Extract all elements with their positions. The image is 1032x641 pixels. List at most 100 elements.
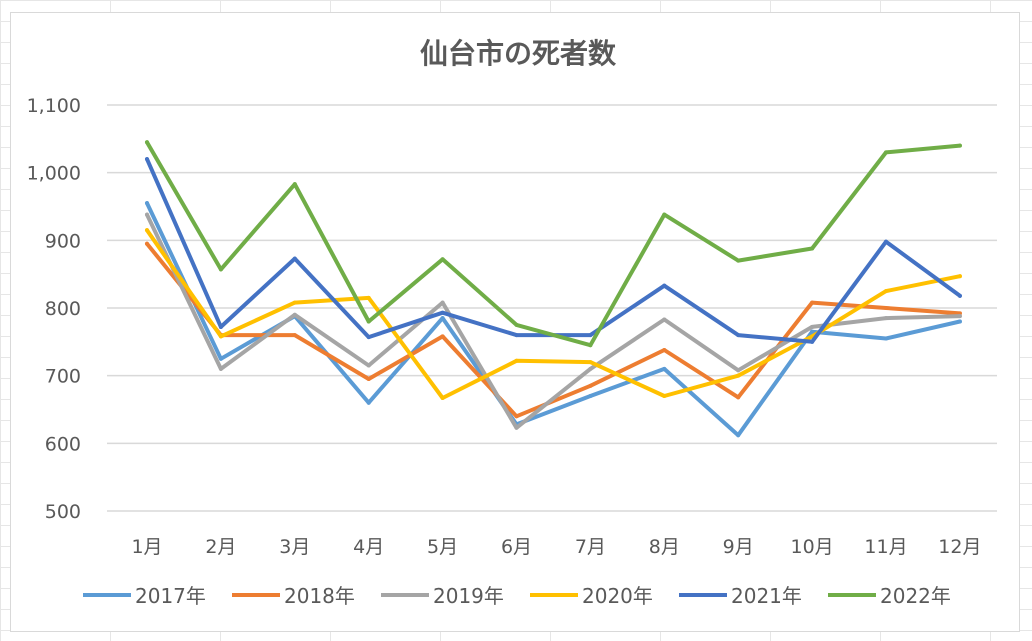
data-point (810, 339, 815, 344)
data-point (145, 140, 149, 145)
data-point (292, 333, 297, 338)
data-point (957, 314, 962, 319)
data-point (957, 319, 962, 324)
data-point (588, 333, 593, 338)
data-point (440, 300, 445, 305)
data-point (440, 257, 445, 262)
series-lines (145, 140, 962, 438)
data-point (366, 295, 371, 300)
data-point (440, 310, 445, 315)
data-point (366, 319, 371, 324)
y-tick-label: 700 (45, 366, 81, 388)
data-point (662, 317, 667, 322)
data-point (884, 316, 888, 321)
data-point (662, 393, 667, 398)
legend-label: 2017年 (135, 584, 206, 608)
data-point (957, 293, 962, 298)
data-point (736, 368, 741, 373)
y-axis-tick-labels: 500 600 700 800 900 1,000 1,100 (27, 95, 81, 523)
legend-item[interactable]: 2017年 (83, 584, 206, 608)
data-point (884, 336, 888, 341)
legend-label: 2022年 (880, 584, 951, 608)
data-point (514, 322, 519, 327)
data-point (662, 366, 667, 371)
data-point (292, 300, 297, 305)
data-point (588, 360, 593, 365)
data-point (145, 201, 149, 206)
data-point (218, 356, 223, 361)
legend-item[interactable]: 2021年 (679, 584, 802, 608)
data-point (440, 395, 445, 400)
y-tick-label: 900 (45, 230, 81, 252)
data-point (736, 373, 741, 378)
data-point (145, 212, 149, 217)
data-point (218, 267, 223, 272)
data-point (736, 333, 741, 338)
data-point (588, 393, 593, 398)
data-point (218, 366, 223, 371)
x-tick-label: 8月 (649, 536, 680, 558)
data-point (736, 433, 741, 438)
x-axis-tick-labels: 1月 2月 3月 4月 5月 6月 7月 8月 9月 10月 11月 12月 (131, 536, 981, 558)
data-point (662, 283, 667, 288)
data-point (514, 425, 519, 430)
data-point (292, 256, 297, 261)
data-point (588, 383, 593, 388)
x-tick-label: 5月 (427, 536, 458, 558)
data-point (662, 347, 667, 352)
gridlines (107, 104, 997, 512)
series-line-2022年[interactable] (145, 140, 962, 348)
data-point (736, 258, 741, 263)
legend-item[interactable]: 2018年 (232, 584, 355, 608)
series-line-2018年[interactable] (145, 241, 962, 419)
legend-item[interactable]: 2019年 (381, 584, 504, 608)
data-point (145, 228, 149, 233)
y-tick-label: 800 (45, 298, 81, 320)
data-point (588, 343, 593, 348)
data-point (292, 182, 297, 187)
x-tick-label: 4月 (353, 536, 384, 558)
data-point (957, 274, 962, 279)
data-point (810, 300, 815, 305)
data-point (514, 414, 519, 419)
x-tick-label: 1月 (131, 536, 162, 558)
data-point (662, 212, 667, 217)
x-tick-label: 9月 (723, 536, 754, 558)
legend-label: 2021年 (731, 584, 802, 608)
chart-area[interactable]: 仙台市の死者数 500 600 700 800 900 1,000 1,100 1月 2月 3月… (10, 12, 1020, 632)
y-tick-label: 600 (45, 433, 81, 455)
legend-label: 2020年 (582, 584, 653, 608)
x-tick-label: 7月 (575, 536, 606, 558)
data-point (810, 246, 815, 251)
data-point (736, 395, 741, 400)
data-point (514, 358, 519, 363)
data-point (366, 335, 371, 340)
data-point (884, 150, 888, 155)
data-point (588, 366, 593, 371)
x-tick-label: 10月 (791, 536, 834, 558)
x-tick-label: 11月 (864, 536, 907, 558)
y-tick-label: 1,100 (27, 95, 81, 117)
y-tick-label: 1,000 (27, 163, 81, 185)
legend-item[interactable]: 2020年 (530, 584, 653, 608)
data-point (810, 329, 815, 334)
y-tick-label: 500 (45, 501, 81, 523)
series-line-2020年[interactable] (145, 228, 962, 400)
x-tick-label: 2月 (205, 536, 236, 558)
data-point (366, 400, 371, 405)
data-point (440, 334, 445, 339)
data-point (884, 289, 888, 294)
data-point (145, 241, 149, 246)
chart-title: 仙台市の死者数 (420, 37, 617, 70)
x-tick-label: 12月 (938, 536, 981, 558)
data-point (884, 306, 888, 310)
x-tick-label: 6月 (501, 536, 532, 558)
data-point (957, 143, 962, 148)
data-point (218, 324, 223, 329)
data-point (810, 324, 815, 329)
legend-item[interactable]: 2022年 (828, 584, 951, 608)
data-point (366, 377, 371, 382)
data-point (292, 312, 297, 317)
x-tick-label: 3月 (279, 536, 310, 558)
legend-label: 2019年 (433, 584, 504, 608)
